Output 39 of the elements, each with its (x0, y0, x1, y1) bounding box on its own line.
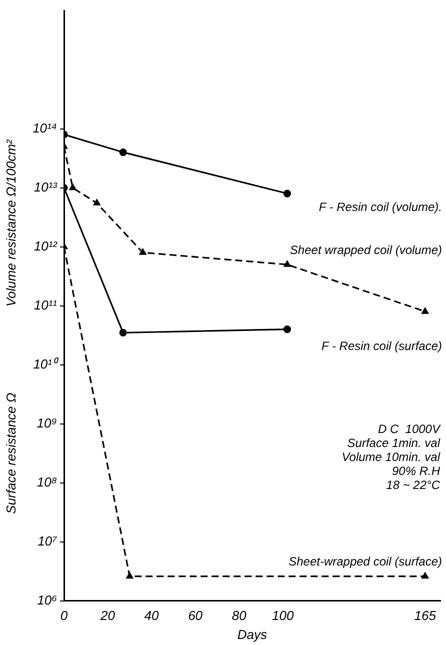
y-tick-label: 10⁷ (38, 533, 58, 548)
point (119, 328, 127, 336)
annotation: D C 1000V (378, 422, 441, 436)
point (119, 148, 127, 156)
x-tick-label: 40 (144, 608, 160, 624)
point (139, 248, 146, 255)
x-axis-title: Days (237, 626, 268, 642)
y-tick-label: 10⁸ (36, 474, 58, 490)
x-tick-label: 100 (272, 608, 294, 624)
point (126, 572, 134, 579)
x-tick-label: 80 (232, 608, 248, 624)
x-tick-label: 60 (188, 608, 204, 624)
series-label: Sheet-wrapped coil (surface) (288, 554, 442, 569)
point (284, 260, 291, 267)
point (422, 572, 428, 579)
series-label: Sheet wrapped coil (volume) (290, 242, 442, 257)
text: F - Resin coil (volume). (318, 200, 442, 214)
x-tick-label: 165 (414, 608, 437, 624)
point (93, 199, 100, 206)
annotation: Surface 1min. val (347, 436, 440, 450)
x-tick-label: 20 (100, 608, 116, 624)
y-tick-label: 10⁶ (37, 592, 58, 608)
text: Surface resistance Ω (4, 392, 19, 514)
point (283, 190, 292, 198)
y-tick-label: 10¹⁰ (33, 356, 59, 372)
y-tick-label: 10¹² (34, 238, 58, 254)
x-tick-label: 0 (60, 608, 68, 624)
annotation: 18 ~ 22°C (386, 478, 440, 492)
point (283, 325, 292, 334)
point (69, 184, 76, 190)
y-axis-title: Volume resistance Ω/100cm² (4, 139, 19, 307)
text: F - Resin coil (surface) (322, 339, 442, 354)
y-tick-label: 10¹⁴ (32, 120, 57, 136)
annotation: Volume 10min. val (342, 450, 440, 464)
y-tick-label: 10¹³ (34, 179, 58, 194)
point (422, 308, 428, 314)
annotation: 90% R.H (392, 464, 440, 478)
y-tick-label: 10⁹ (36, 415, 58, 430)
y-tick-label: 10¹¹ (34, 297, 58, 312)
